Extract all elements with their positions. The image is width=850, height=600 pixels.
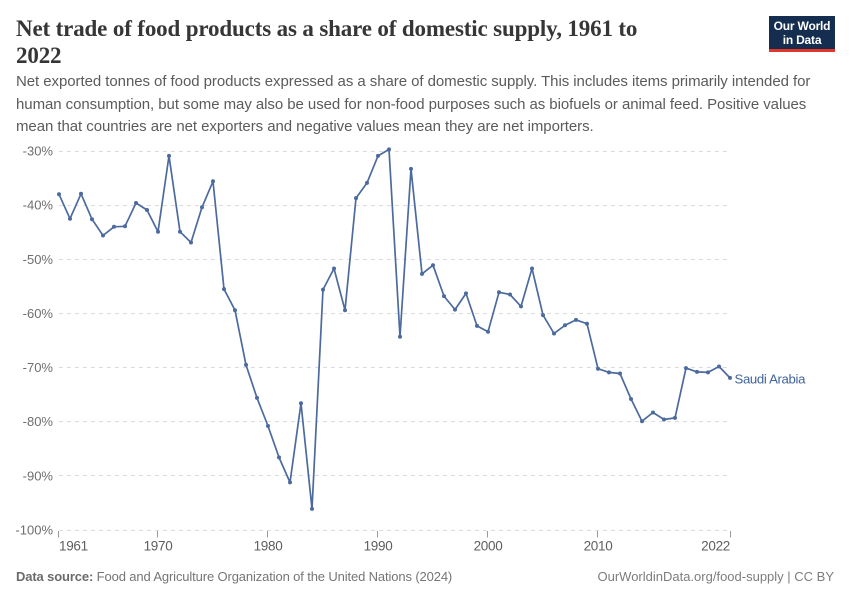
svg-text:-60%: -60% bbox=[23, 306, 54, 321]
svg-text:1961: 1961 bbox=[59, 539, 88, 554]
svg-text:2000: 2000 bbox=[474, 539, 503, 554]
svg-text:-40%: -40% bbox=[23, 198, 54, 213]
svg-text:-30%: -30% bbox=[23, 144, 54, 159]
svg-text:1970: 1970 bbox=[144, 539, 173, 554]
svg-text:-90%: -90% bbox=[23, 468, 54, 483]
svg-text:2022: 2022 bbox=[701, 539, 730, 554]
svg-text:2010: 2010 bbox=[584, 539, 613, 554]
svg-text:Saudi Arabia: Saudi Arabia bbox=[735, 372, 807, 387]
svg-text:-50%: -50% bbox=[23, 252, 54, 267]
svg-text:1980: 1980 bbox=[254, 539, 283, 554]
svg-text:-80%: -80% bbox=[23, 414, 54, 429]
svg-text:1990: 1990 bbox=[364, 539, 393, 554]
svg-text:-70%: -70% bbox=[23, 360, 54, 375]
svg-text:-100%: -100% bbox=[15, 523, 53, 538]
